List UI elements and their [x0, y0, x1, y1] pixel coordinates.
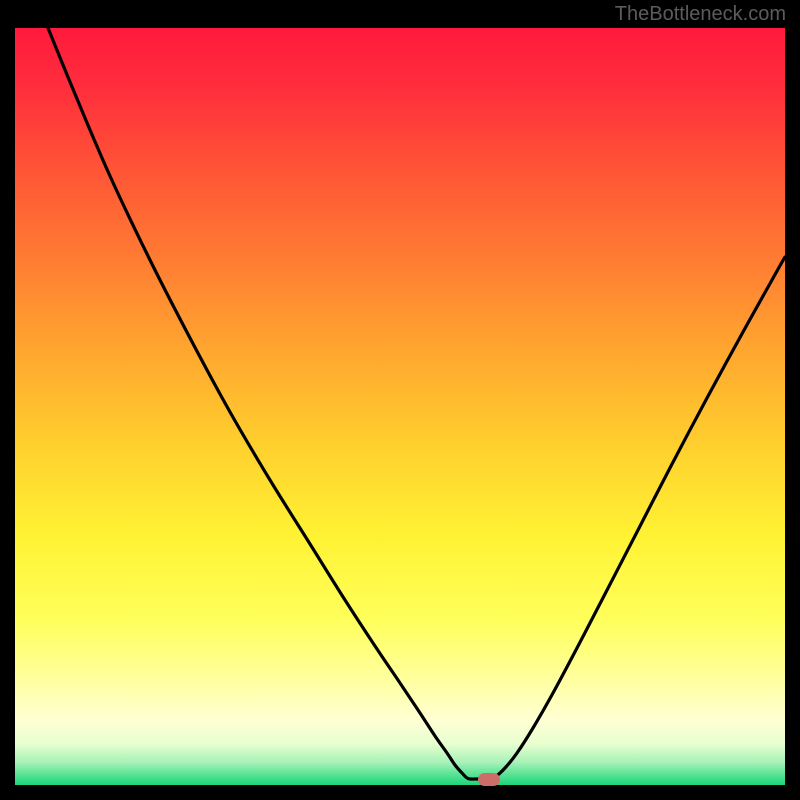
curve-left-branch — [48, 28, 488, 779]
minimum-marker — [478, 773, 500, 786]
plot-area — [15, 28, 785, 785]
watermark-text: TheBottleneck.com — [615, 3, 786, 26]
bottleneck-curve — [15, 28, 785, 785]
chart-frame: TheBottleneck.com — [0, 0, 800, 800]
curve-right-branch — [488, 257, 785, 779]
